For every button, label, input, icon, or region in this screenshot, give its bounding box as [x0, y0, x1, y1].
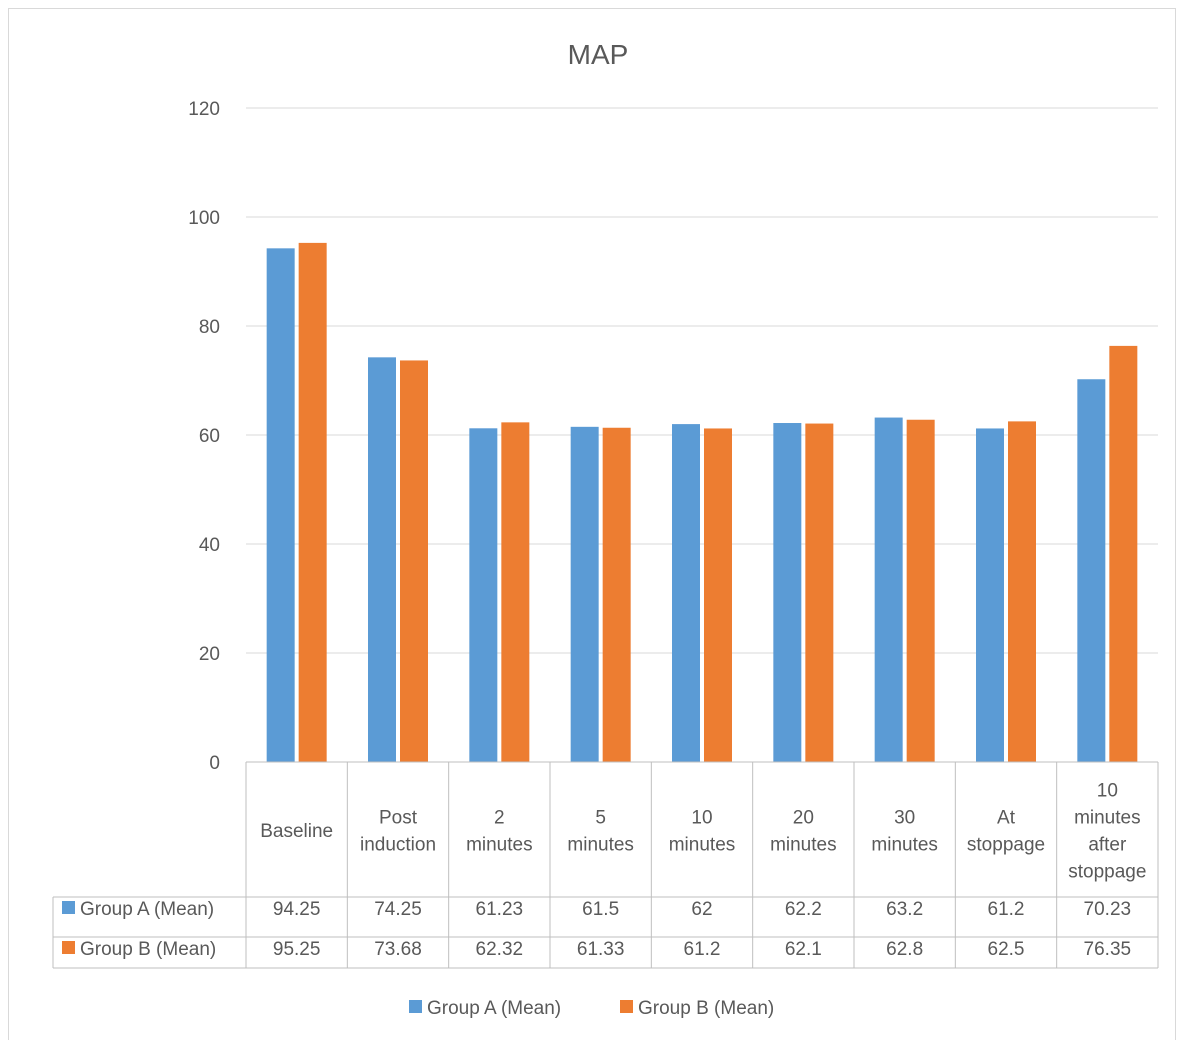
data-label-group-a: 70.23	[1084, 899, 1132, 920]
data-label-group-b: 61.33	[577, 939, 625, 960]
table-legend-key-group-a	[62, 901, 75, 914]
y-tick-label: 20	[199, 644, 220, 665]
category-label-line: stoppage	[967, 835, 1045, 856]
data-label-group-a: 62	[691, 899, 712, 920]
legend-key-group-b	[620, 1000, 633, 1013]
category-label-line: 10	[691, 808, 712, 829]
category-label-line: 5	[595, 808, 606, 829]
legend: Group A (Mean) Group B (Mean)	[409, 998, 774, 1019]
bar-group-b	[501, 422, 530, 762]
data-label-group-b: 62.8	[886, 939, 923, 960]
bar-group-b	[805, 423, 834, 762]
category-label-line: 30	[894, 808, 915, 829]
data-label-group-a: 61.5	[582, 899, 619, 920]
category-label-line: minutes	[770, 835, 837, 856]
chart-frame	[8, 8, 1176, 1040]
bar-group-b	[906, 419, 935, 762]
category-label-line: Baseline	[260, 821, 333, 842]
y-axis-tick-labels: 0 20 40 60 80 100 120	[188, 99, 220, 774]
category-label-line: minutes	[466, 835, 533, 856]
category-label: Post induction	[360, 808, 436, 856]
data-label-group-b: 76.35	[1084, 939, 1132, 960]
bar-group-a	[672, 424, 700, 762]
table-series-name-group-b: Group B (Mean)	[80, 939, 216, 960]
category-label-line: stoppage	[1068, 862, 1146, 883]
data-label-group-b: 73.68	[374, 939, 422, 960]
y-tick-label: 0	[209, 753, 220, 774]
y-tick-label: 80	[199, 317, 220, 338]
grid-lines	[246, 107, 1158, 654]
category-label: 5 minutes	[567, 808, 634, 856]
category-label-line: At	[997, 808, 1016, 829]
category-label: 30 minutes	[871, 808, 938, 856]
category-label: 10 minutes after stoppage	[1068, 781, 1146, 883]
chart-title: MAP	[568, 39, 629, 70]
category-label-line: 2	[494, 808, 505, 829]
category-label-line: 10	[1097, 781, 1118, 802]
bar-group-b	[704, 428, 732, 762]
data-label-group-a: 63.2	[886, 899, 923, 920]
data-label-group-a: 94.25	[273, 899, 321, 920]
bar-group-a	[266, 248, 295, 762]
y-tick-label: 40	[199, 535, 220, 556]
data-label-group-b: 62.5	[988, 939, 1025, 960]
bar-group-b	[1109, 345, 1138, 762]
bar-group-a	[469, 428, 498, 762]
table-legend-key-group-b	[62, 941, 75, 954]
bar-group-b	[1008, 421, 1036, 762]
bar-group-a	[773, 423, 802, 762]
data-label-group-a: 62.2	[785, 899, 822, 920]
data-label-group-b: 62.32	[476, 939, 524, 960]
legend-label-group-a: Group A (Mean)	[427, 998, 561, 1019]
bar-group-b	[602, 427, 631, 762]
category-label-line: 20	[793, 808, 814, 829]
category-label-line: minutes	[1074, 808, 1141, 829]
y-tick-label: 100	[188, 208, 220, 229]
data-label-group-a: 61.23	[476, 899, 524, 920]
legend-label-group-b: Group B (Mean)	[638, 998, 774, 1019]
category-label: 2 minutes	[466, 808, 533, 856]
category-label-line: minutes	[669, 835, 736, 856]
y-tick-label: 60	[199, 426, 220, 447]
y-tick-label: 120	[188, 99, 220, 120]
table-series-name-group-a: Group A (Mean)	[80, 899, 214, 920]
data-label-group-b: 95.25	[273, 939, 321, 960]
bar-group-a	[874, 417, 903, 762]
data-label-group-b: 61.2	[684, 939, 721, 960]
category-label-line: Post	[379, 808, 418, 829]
category-label-line: minutes	[567, 835, 634, 856]
data-label-group-b: 62.1	[785, 939, 822, 960]
data-label-group-a: 61.2	[988, 899, 1025, 920]
legend-key-group-a	[409, 1000, 422, 1013]
bar-group-a	[1077, 379, 1106, 762]
category-label: 10 minutes	[669, 808, 736, 856]
category-label-line: after	[1088, 835, 1127, 856]
bars	[266, 242, 1138, 762]
category-label: 20 minutes	[770, 808, 837, 856]
category-label-line: minutes	[871, 835, 938, 856]
category-label: Baseline	[260, 821, 333, 842]
category-label: At stoppage	[967, 808, 1045, 856]
bar-group-b	[298, 242, 327, 762]
data-label-group-a: 74.25	[374, 899, 422, 920]
bar-group-b	[400, 360, 428, 762]
data-table: Baseline 94.25 95.25 Post induction 74.25 73.6…	[52, 761, 1159, 969]
category-label-line: induction	[360, 835, 436, 856]
bar-group-a	[976, 428, 1004, 762]
bar-group-a	[368, 357, 396, 762]
bar-group-a	[570, 426, 599, 762]
